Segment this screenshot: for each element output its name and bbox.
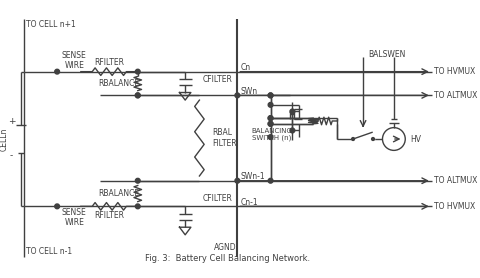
Text: RBALANCE: RBALANCE: [98, 189, 139, 198]
Circle shape: [268, 116, 273, 120]
Circle shape: [268, 103, 273, 107]
Text: RFILTER: RFILTER: [94, 211, 124, 220]
Circle shape: [268, 93, 273, 98]
Text: TO HVMUX: TO HVMUX: [434, 202, 475, 211]
Circle shape: [135, 93, 140, 98]
Text: TO CELL n-1: TO CELL n-1: [26, 247, 72, 256]
Text: RFILTER: RFILTER: [94, 58, 124, 67]
Text: TO ALTMUX: TO ALTMUX: [434, 176, 477, 185]
Text: Fig. 3:  Battery Cell Balancing Network.: Fig. 3: Battery Cell Balancing Network.: [145, 254, 311, 263]
Text: BALANCING
SWITCH (n): BALANCING SWITCH (n): [252, 128, 292, 141]
Circle shape: [135, 204, 140, 209]
Circle shape: [268, 178, 273, 183]
Text: TO ALTMUX: TO ALTMUX: [434, 91, 477, 100]
Text: CFILTER: CFILTER: [202, 75, 232, 84]
Circle shape: [135, 93, 140, 98]
Circle shape: [135, 178, 140, 183]
Text: BALSWEN: BALSWEN: [368, 50, 405, 59]
Text: -: -: [10, 152, 13, 161]
Text: SWn-1: SWn-1: [240, 172, 265, 182]
Text: SENSE
WIRE: SENSE WIRE: [62, 208, 86, 227]
Text: TO CELL n+1: TO CELL n+1: [26, 20, 75, 29]
Text: AGND: AGND: [214, 243, 236, 252]
Circle shape: [290, 128, 295, 133]
Circle shape: [268, 135, 273, 140]
Circle shape: [268, 93, 273, 98]
Text: Cn: Cn: [240, 63, 251, 72]
Text: TO HVMUX: TO HVMUX: [434, 67, 475, 76]
Circle shape: [268, 121, 273, 126]
Text: RBAL
FILTER: RBAL FILTER: [213, 128, 237, 148]
Circle shape: [235, 93, 240, 98]
Text: SENSE
WIRE: SENSE WIRE: [62, 51, 86, 70]
Circle shape: [268, 116, 273, 120]
Circle shape: [290, 109, 295, 114]
Text: SWn: SWn: [240, 87, 257, 96]
Text: CFILTER: CFILTER: [202, 194, 232, 203]
Text: HV: HV: [410, 135, 421, 143]
Text: CELLn: CELLn: [0, 127, 9, 151]
Circle shape: [55, 69, 60, 74]
Circle shape: [55, 204, 60, 209]
Text: RBALANCE: RBALANCE: [98, 79, 139, 88]
Circle shape: [268, 121, 273, 126]
Circle shape: [372, 138, 374, 140]
Text: Cn-1: Cn-1: [240, 198, 258, 207]
Circle shape: [352, 138, 355, 140]
Text: +: +: [8, 117, 15, 126]
Circle shape: [135, 69, 140, 74]
Circle shape: [235, 178, 240, 183]
